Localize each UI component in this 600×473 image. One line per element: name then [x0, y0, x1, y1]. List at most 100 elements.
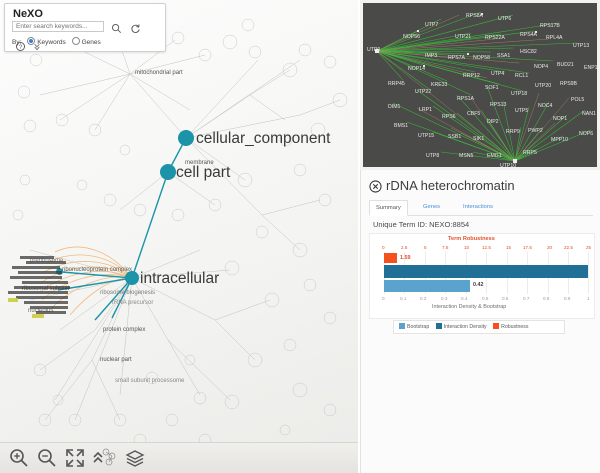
node-cellular-component[interactable] — [178, 130, 194, 146]
ontology-network-canvas[interactable]: cellular_component cell part intracellul… — [0, 0, 358, 473]
legend-swatch-interaction-density — [435, 323, 442, 329]
search-input[interactable] — [12, 21, 104, 32]
gene-label[interactable]: RPS13 — [490, 102, 507, 108]
gene-label[interactable]: RPS4A — [520, 32, 538, 38]
svg-text:?: ? — [19, 45, 23, 51]
gene-label[interactable]: POL5 — [571, 97, 585, 103]
legend-swatch-robustness — [493, 323, 500, 329]
gene-label[interactable]: RPS17B — [540, 23, 560, 29]
gene-label[interactable]: RPS7A — [448, 55, 466, 61]
label-membrane: membrane — [185, 160, 214, 166]
gene-label[interactable]: MPP10 — [551, 137, 569, 143]
bottom-tick: 0.4 — [461, 296, 468, 301]
chevron-down-icon[interactable] — [33, 39, 41, 57]
gene-label[interactable]: UTP7 — [425, 22, 439, 28]
gene-node[interactable] — [535, 31, 538, 34]
gene-node[interactable] — [481, 13, 484, 16]
gene-label[interactable]: UTP9 — [367, 47, 381, 53]
radio-keywords[interactable] — [27, 37, 36, 45]
layers-button[interactable] — [124, 447, 146, 469]
network-toolbar[interactable] — [0, 442, 358, 473]
legend-label-robustness: Robustness — [501, 324, 529, 330]
tab-interactions[interactable]: Interactions — [463, 204, 493, 210]
zoom-out-button[interactable] — [36, 447, 58, 469]
gene-label[interactable]: UTP15 — [418, 133, 435, 139]
collapse-button[interactable] — [92, 447, 116, 469]
gene-label[interactable]: RRP9 — [506, 129, 520, 135]
gene-label[interactable]: BMS1 — [394, 123, 409, 129]
gene-label[interactable]: RRP45 — [388, 81, 405, 87]
refresh-icon[interactable] — [130, 21, 141, 39]
gene-label[interactable]: NOP1 — [553, 116, 568, 122]
gene-label[interactable]: RCL1 — [515, 73, 529, 79]
search-icon[interactable] — [111, 21, 122, 39]
gene-label[interactable]: UTP5 — [515, 108, 529, 114]
tab-genes[interactable]: Genes — [423, 204, 441, 210]
gene-label[interactable]: NAN1 — [582, 111, 596, 117]
zoom-in-button[interactable] — [8, 447, 30, 469]
gene-label[interactable]: RPS9B — [560, 81, 578, 87]
fit-to-screen-button[interactable] — [64, 447, 86, 469]
gene-node[interactable] — [467, 53, 470, 56]
gene-label[interactable]: RPL4A — [546, 35, 563, 41]
gene-label[interactable]: RPS1A — [457, 96, 475, 102]
gene-label[interactable]: SOF1 — [485, 85, 499, 91]
search-by-row[interactable]: By: Keywords Genes — [12, 37, 101, 46]
help-icon[interactable]: ? — [15, 39, 26, 57]
gene-label[interactable]: UTP13 — [573, 43, 590, 49]
gene-label[interactable]: UTP18 — [511, 91, 528, 97]
gene-label[interactable]: RPS22A — [485, 35, 505, 41]
gene-label[interactable]: RRP12 — [463, 73, 480, 79]
gene-label[interactable]: SSA1 — [497, 53, 511, 59]
search-row[interactable]: ? — [12, 21, 158, 51]
gene-label[interactable]: UTP10 — [500, 163, 517, 169]
gene-label[interactable]: UTP21 — [455, 34, 472, 40]
gene-label[interactable]: SIK1 — [473, 136, 485, 142]
gene-label[interactable]: RPS6 — [442, 114, 456, 120]
gene-label[interactable]: LRP1 — [419, 107, 432, 113]
radio-genes[interactable] — [71, 37, 80, 45]
gene-label[interactable]: UTP22 — [415, 89, 432, 95]
gene-label[interactable]: NOP56 — [403, 34, 421, 40]
bottom-tick: 0.5 — [482, 296, 489, 301]
gene-node[interactable] — [417, 30, 420, 33]
gene-label[interactable]: RPS8A — [466, 13, 484, 19]
top-tick: 25 — [586, 245, 592, 250]
gene-label[interactable]: IMP3 — [425, 53, 438, 59]
gene-label[interactable]: RRP5 — [523, 150, 537, 156]
gene-node[interactable] — [423, 65, 426, 68]
top-tick: 20 — [547, 245, 553, 250]
gene-label[interactable]: EMG1 — [487, 153, 502, 159]
gene-label[interactable]: NOP6 — [579, 131, 594, 137]
gene-label[interactable]: UTP20 — [535, 83, 552, 89]
gene-label[interactable]: BUD21 — [557, 62, 574, 68]
gene-label[interactable]: PWP2 — [528, 128, 543, 134]
gene-label[interactable]: SSB1 — [448, 134, 462, 140]
gene-interaction-network[interactable]: UTP9 NOP56 UTP7 RPS8A UTP6 RPS17B UTP21 … — [360, 0, 600, 170]
gene-label[interactable]: KRE33 — [431, 82, 448, 88]
close-circle-icon[interactable] — [369, 180, 382, 193]
gene-label[interactable]: DIM1 — [388, 104, 401, 110]
gene-label[interactable]: NOP58 — [473, 55, 491, 61]
bar-interaction-density — [384, 265, 588, 278]
search-panel[interactable]: NeXO ? By: Keywords Genes — [4, 3, 166, 52]
gene-label[interactable]: NOP14 — [408, 66, 426, 72]
node-cell-part[interactable] — [160, 164, 176, 180]
robustness-x-axis-title: Interaction Density & Bootstrap — [432, 304, 507, 310]
tab-summary[interactable]: Summary — [369, 200, 408, 216]
gene-label[interactable]: DIP2 — [487, 119, 499, 125]
gene-label[interactable]: CBF5 — [467, 111, 481, 117]
node-intracellular[interactable] — [125, 271, 139, 285]
gene-label[interactable]: NOC4 — [538, 103, 553, 109]
top-tick: 15 — [506, 245, 512, 250]
gene-label[interactable]: UTP6 — [498, 16, 512, 22]
gene-label[interactable]: NOP4 — [534, 64, 549, 70]
detail-tabs[interactable]: Summary Genes Interactions — [369, 200, 593, 216]
gene-label[interactable]: ENP1 — [584, 65, 598, 71]
gene-label[interactable]: UTP8 — [426, 153, 440, 159]
gene-label[interactable]: HSC82 — [520, 49, 537, 55]
gene-label[interactable]: MSN5 — [459, 153, 474, 159]
gene-label[interactable]: UTP4 — [491, 71, 505, 77]
search-by-label: By: — [12, 39, 22, 46]
